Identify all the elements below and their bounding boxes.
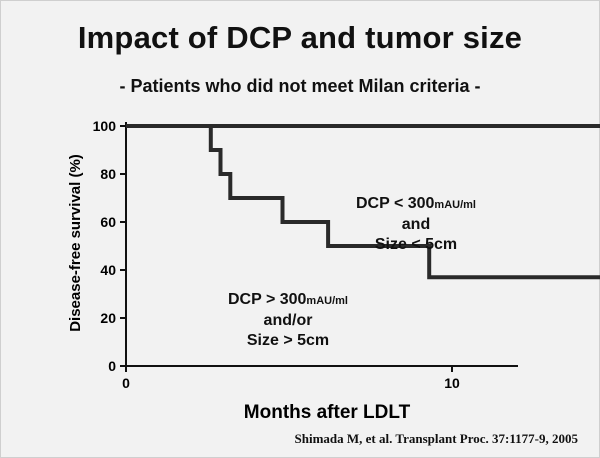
series-label-low-line-2: and — [401, 216, 431, 233]
series-label-high-line-2: and/or — [263, 312, 313, 329]
series-label-low: DCP < 300mAU/ml and Size < 5cm — [326, 194, 506, 255]
page-title: Impact of DCP and tumor size — [77, 20, 523, 55]
chart-ticks: 0204060801000102030 — [93, 118, 460, 391]
y-tick-label: 20 — [100, 310, 116, 326]
survival-curve-low-dcp — [126, 124, 600, 128]
x-tick-label: 10 — [444, 375, 460, 391]
x-tick-label: 0 — [122, 375, 130, 391]
survival-curve-high-dcp — [126, 124, 600, 280]
y-tick-label: 80 — [100, 166, 116, 182]
y-tick-label: 40 — [100, 262, 116, 278]
chart-curves — [126, 124, 600, 280]
citation: Shimada M, et al. Transplant Proc. 37:11… — [294, 431, 578, 446]
y-tick-label: 0 — [108, 358, 116, 374]
series-label-low-line-3: Size < 5cm — [374, 236, 458, 253]
page-subtitle: - Patients who did not meet Milan criter… — [119, 76, 481, 96]
y-tick-label: 100 — [93, 118, 117, 134]
y-tick-label: 60 — [100, 214, 116, 230]
series-label-low-line-1: DCP < 300mAU/ml — [356, 195, 476, 212]
series-label-high: DCP > 300mAU/ml and/or Size > 5cm — [198, 290, 378, 351]
y-axis-label: Disease-free survival (%) — [67, 154, 84, 332]
x-axis-label: Months after LDLT — [244, 402, 411, 423]
series-label-high-line-1: DCP > 300mAU/ml — [228, 291, 348, 308]
series-label-high-line-3: Size > 5cm — [246, 332, 330, 349]
